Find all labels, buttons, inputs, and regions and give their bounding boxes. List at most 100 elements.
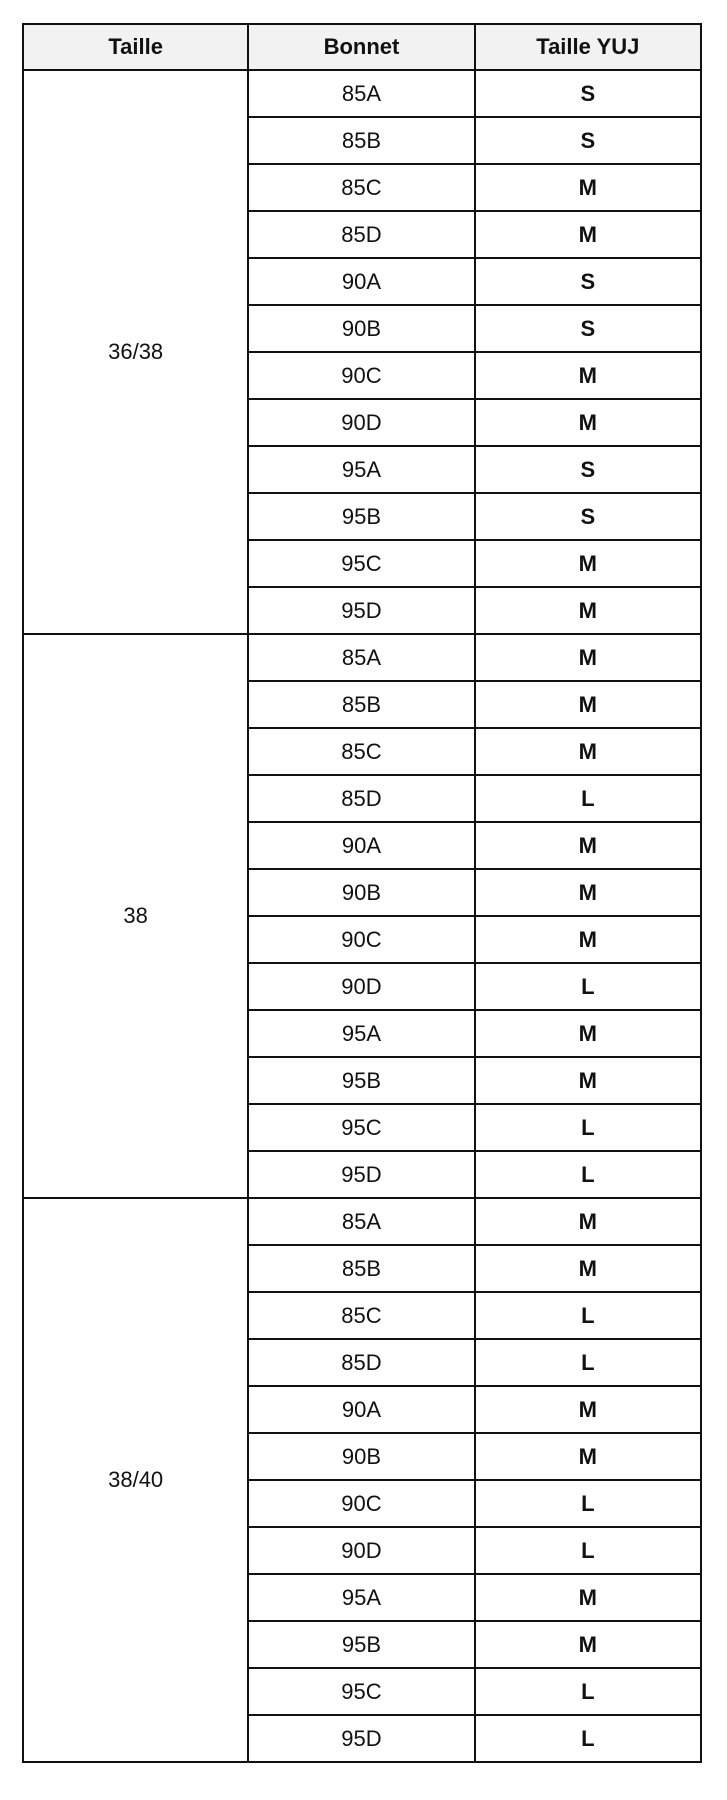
table-row: 85C M [23,163,703,212]
taille-yuj-cell: L [473,1103,703,1152]
table-row: 85B S [23,116,703,165]
taille-yuj-cell: M [473,210,703,259]
taille-yuj-cell: M [473,586,703,635]
table-row: 90C M [23,915,703,964]
bonnet-cell: 90C [247,351,476,400]
bonnet-cell: 85D [247,210,476,259]
bonnet-cell: 95D [247,586,476,635]
taille-cell: 38 [21,633,250,1199]
taille-yuj-cell: M [473,1432,703,1481]
taille-yuj-cell: S [473,492,703,541]
table-row: 95A M [23,1573,703,1622]
bonnet-cell: 85C [247,163,476,212]
taille-yuj-cell: M [473,727,703,776]
table-row: 95D L [23,1150,703,1199]
taille-yuj-cell: M [473,821,703,870]
taille-yuj-cell: L [473,1526,703,1575]
header-taille-yuj: Taille YUJ [473,23,703,71]
table-row: 90A M [23,1385,703,1434]
table-row: 90D L [23,962,703,1011]
bonnet-cell: 95D [247,1150,476,1199]
bonnet-cell: 95C [247,1667,476,1716]
taille-yuj-cell: M [473,1009,703,1058]
bonnet-cell: 90C [247,915,476,964]
taille-yuj-cell: L [473,1291,703,1340]
table-row: 36/38 85A S [21,69,703,635]
taille-yuj-cell: M [473,868,703,917]
bonnet-cell: 85A [247,69,476,118]
bonnet-cell: 95C [247,1103,476,1152]
taille-yuj-cell: S [473,257,703,306]
table-row: 85C L [23,1291,703,1340]
bonnet-cell: 90A [247,257,476,306]
bonnet-cell: 85A [247,1197,476,1246]
table-row: 38/40 85A M [21,1197,703,1763]
taille-yuj-cell: M [473,351,703,400]
taille-yuj-cell: M [473,539,703,588]
table-row: 95C L [23,1103,703,1152]
table-row: 85B M [23,680,703,729]
taille-yuj-cell: L [473,1479,703,1528]
taille-yuj-cell: S [473,304,703,353]
bonnet-cell: 95C [247,539,476,588]
table-row: 85D L [23,774,703,823]
table-row: 85D M [23,210,703,259]
table-row: 95C L [23,1667,703,1716]
taille-yuj-cell: M [473,1056,703,1105]
table-row: 90B M [23,868,703,917]
table-row: 90A M [23,821,703,870]
taille-cell: 36/38 [21,69,250,635]
taille-yuj-cell: S [473,116,703,165]
table-row: 85D L [23,1338,703,1387]
taille-yuj-cell: L [473,962,703,1011]
bonnet-cell: 90C [247,1479,476,1528]
size-chart-table: Taille Bonnet Taille YUJ 36/38 85A S 85B S 85… [21,23,703,1763]
bonnet-cell: 90B [247,868,476,917]
bonnet-cell: 90B [247,1432,476,1481]
table-row: 95A S [23,445,703,494]
header-row: Taille Bonnet Taille YUJ [21,23,703,71]
taille-yuj-cell: L [473,1338,703,1387]
table-row: 95A M [23,1009,703,1058]
bonnet-cell: 85B [247,680,476,729]
taille-yuj-cell: S [473,445,703,494]
bonnet-cell: 95B [247,1620,476,1669]
bonnet-cell: 85B [247,116,476,165]
bonnet-cell: 90A [247,1385,476,1434]
bonnet-cell: 95D [247,1714,476,1763]
bonnet-cell: 85D [247,1338,476,1387]
table-row: 90B M [23,1432,703,1481]
table-row: 38 85A M [21,633,703,1199]
table-row: 90A S [23,257,703,306]
table-row: 90C M [23,351,703,400]
table-row: 90D L [23,1526,703,1575]
taille-yuj-cell: M [473,680,703,729]
bonnet-cell: 90B [247,304,476,353]
table-row: 95D L [23,1714,703,1763]
bonnet-cell: 85C [247,1291,476,1340]
table-row: 95D M [23,586,703,635]
taille-yuj-cell: M [473,1573,703,1622]
header-bonnet: Bonnet [247,23,476,71]
table-row: 95B M [23,1056,703,1105]
bonnet-cell: 90D [247,398,476,447]
table-row: 95B M [23,1620,703,1669]
bonnet-cell: 90A [247,821,476,870]
taille-yuj-cell: S [473,69,703,118]
taille-yuj-cell: M [473,1197,703,1246]
bonnet-cell: 90D [247,962,476,1011]
table-row: 90D M [23,398,703,447]
bonnet-cell: 90D [247,1526,476,1575]
bonnet-cell: 85B [247,1244,476,1293]
taille-yuj-cell: L [473,1714,703,1763]
taille-yuj-cell: M [473,1244,703,1293]
taille-yuj-cell: L [473,1150,703,1199]
table-row: 90B S [23,304,703,353]
taille-yuj-cell: M [473,398,703,447]
taille-yuj-cell: M [473,1620,703,1669]
bonnet-cell: 85D [247,774,476,823]
taille-yuj-cell: M [473,163,703,212]
header-taille: Taille [21,23,250,71]
bonnet-cell: 85C [247,727,476,776]
bonnet-cell: 95A [247,445,476,494]
